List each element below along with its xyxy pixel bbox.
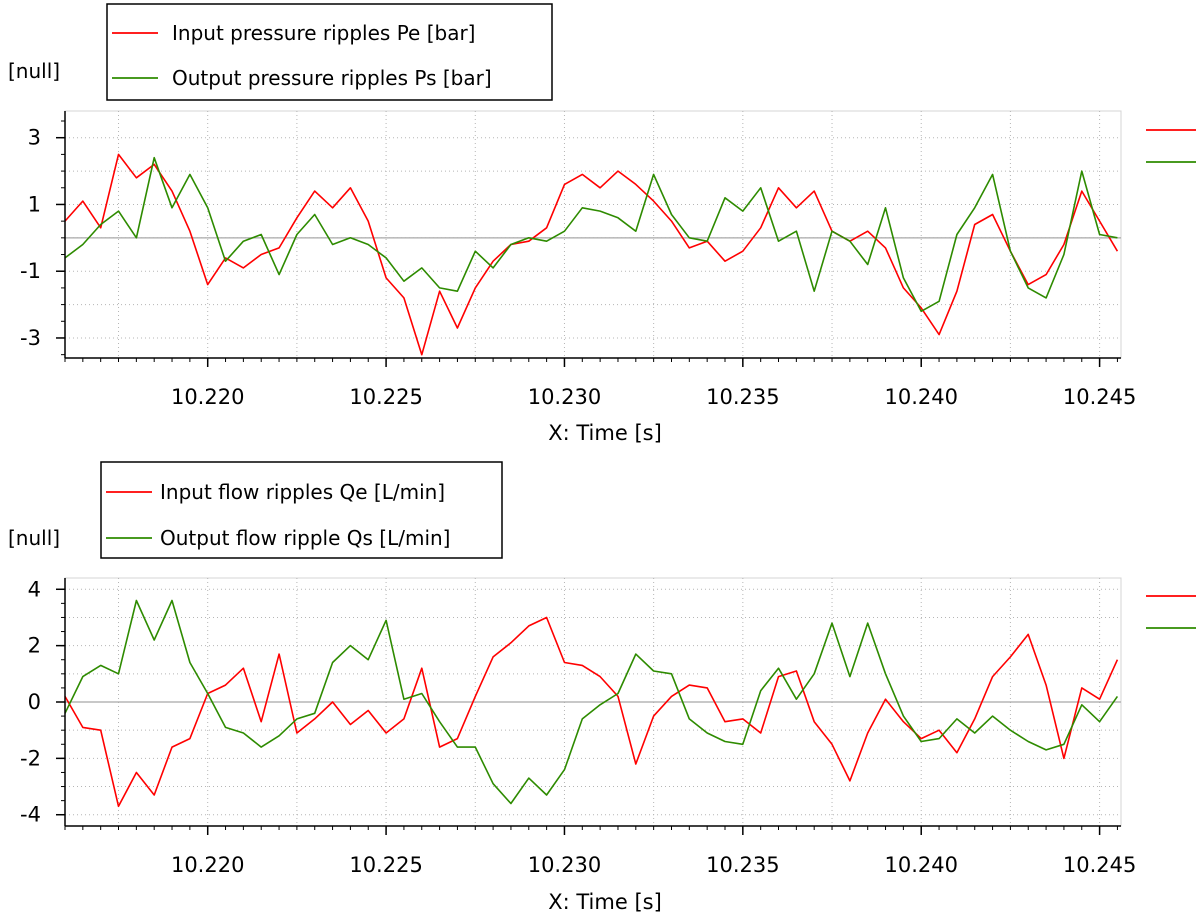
legend: Input flow ripples Qe [L/min] Output flow… (100, 461, 503, 559)
y-tick-label: 2 (28, 634, 41, 658)
y-tick-label: 0 (28, 690, 41, 714)
chart-panel-1: 10.220 10.225 10.230 10.235 10.240 10.245 3 1 -1… (8, 3, 1196, 445)
y-tick-label: 4 (28, 577, 41, 601)
legend-box (100, 461, 503, 559)
legend-box (106, 3, 553, 101)
x-tick-label: 10.245 (1063, 853, 1136, 877)
y-tick-label: -2 (20, 746, 41, 770)
x-axis-label: X: Time [s] (548, 890, 662, 914)
legend: Input pressure ripples Pe [bar] Output pr… (106, 3, 553, 101)
y-tick-label: 1 (28, 192, 41, 216)
x-axis-label: X: Time [s] (548, 421, 662, 445)
legend-label-2: Output flow ripple Qs [L/min] (160, 526, 451, 550)
x-tick-label: 10.245 (1063, 385, 1136, 409)
x-tick-label: 10.240 (884, 853, 957, 877)
x-tick-label: 10.225 (349, 385, 422, 409)
x-tick-label: 10.220 (171, 385, 244, 409)
y-tick-label: -1 (20, 259, 41, 283)
y-tick-label: 3 (28, 126, 41, 150)
series-line-1 (64, 616, 1119, 808)
legend-label-1: Input flow ripples Qe [L/min] (160, 480, 445, 504)
series-line-2 (64, 156, 1118, 313)
x-tick-label: 10.230 (528, 385, 601, 409)
chart-panel-2: 10.220 10.225 10.230 10.235 10.240 10.245 4 2 0 -… (8, 461, 1196, 914)
plot-area (64, 110, 1122, 359)
x-tick-label: 10.240 (884, 385, 957, 409)
x-tick-label: 10.235 (706, 853, 779, 877)
series-line-1 (64, 153, 1119, 356)
x-tick-label: 10.235 (706, 385, 779, 409)
legend-label-2: Output pressure ripples Ps [bar] (172, 66, 492, 90)
y-tick-label: -4 (20, 803, 41, 827)
y-axis-label: [null] (8, 526, 60, 550)
y-tick-label: -3 (20, 326, 41, 350)
x-tick-label: 10.230 (528, 853, 601, 877)
legend-label-1: Input pressure ripples Pe [bar] (172, 21, 476, 45)
x-tick-label: 10.225 (349, 853, 422, 877)
x-tick-label: 10.220 (171, 853, 244, 877)
y-axis-label: [null] (8, 59, 60, 83)
series-line-2 (64, 599, 1119, 805)
